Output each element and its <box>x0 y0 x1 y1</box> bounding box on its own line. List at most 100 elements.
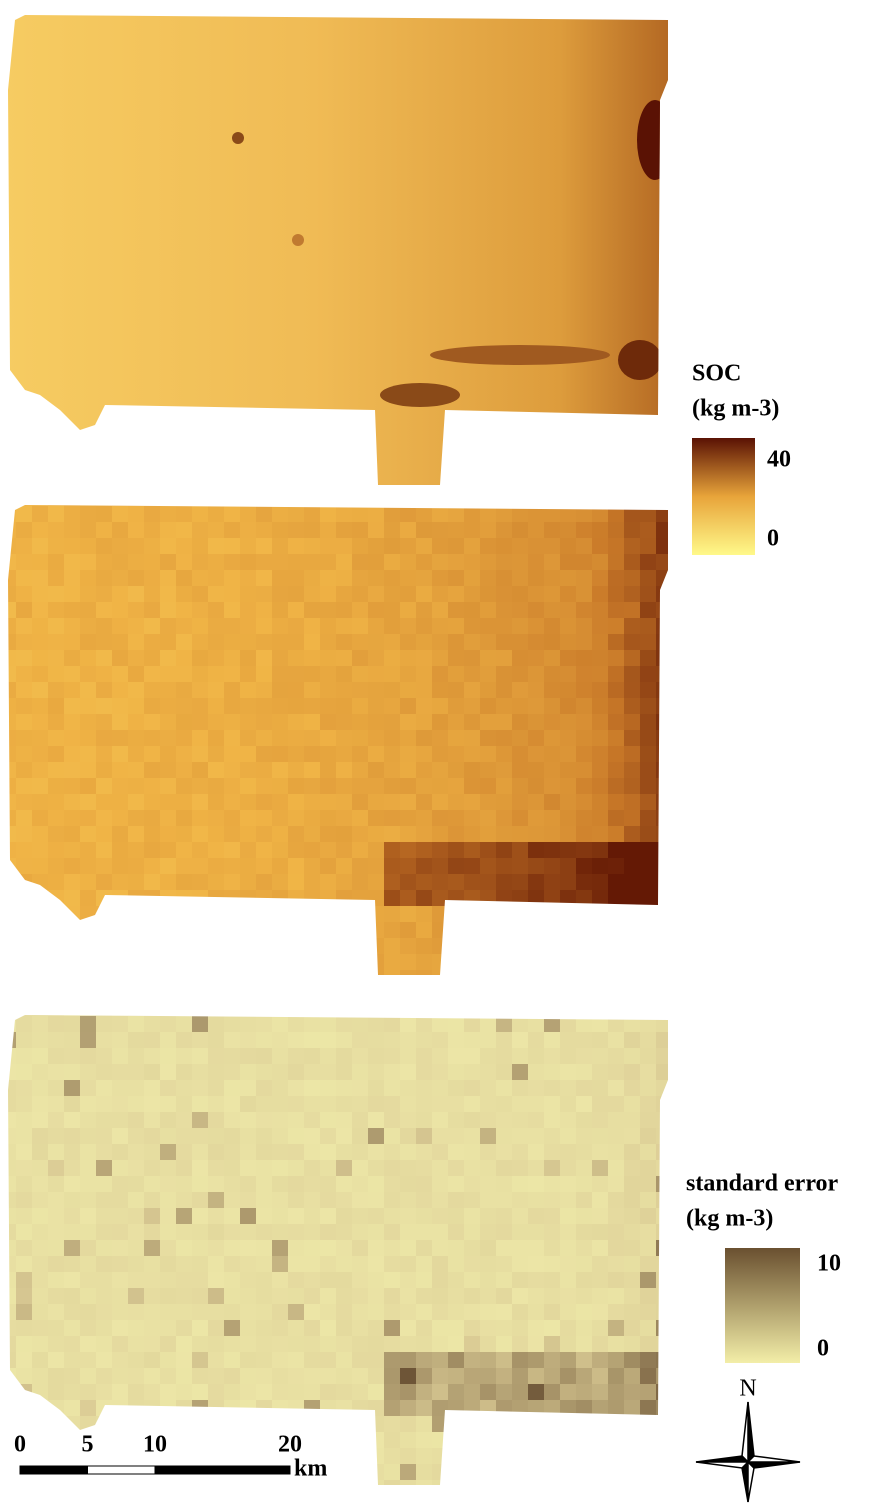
raster-cell <box>208 1064 224 1080</box>
raster-cell <box>192 698 208 714</box>
raster-cell <box>304 858 320 874</box>
raster-cell <box>128 954 144 970</box>
raster-cell <box>224 666 240 682</box>
raster-cell <box>592 826 608 842</box>
raster-cell <box>512 1080 528 1096</box>
raster-cell <box>432 794 448 810</box>
raster-cell <box>528 986 544 1002</box>
raster-cell <box>160 746 176 762</box>
legend-min: 0 <box>817 1336 829 1362</box>
raster-cell <box>256 1224 272 1240</box>
raster-cell <box>0 1272 16 1288</box>
raster-cell <box>672 1048 688 1064</box>
raster-cell <box>80 1384 96 1400</box>
raster-cell <box>608 1080 624 1096</box>
raster-cell <box>336 1096 352 1112</box>
raster-cell <box>416 858 432 874</box>
raster-cell <box>304 1480 320 1496</box>
raster-cell <box>592 1336 608 1352</box>
raster-cell <box>160 538 176 554</box>
raster-cell <box>544 1064 560 1080</box>
raster-cell <box>576 602 592 618</box>
raster-cell <box>352 1224 368 1240</box>
raster-cell <box>272 634 288 650</box>
raster-cell <box>400 1368 416 1384</box>
raster-cell <box>288 1224 304 1240</box>
raster-cell <box>128 634 144 650</box>
raster-cell <box>208 1240 224 1256</box>
raster-cell <box>432 746 448 762</box>
raster-cell <box>480 890 496 906</box>
raster-cell <box>416 1080 432 1096</box>
raster-cell <box>304 1368 320 1384</box>
raster-cell <box>640 1272 656 1288</box>
raster-cell <box>112 490 128 506</box>
raster-cell <box>80 554 96 570</box>
raster-cell <box>192 938 208 954</box>
raster-cell <box>0 682 16 698</box>
raster-cell <box>592 1144 608 1160</box>
raster-cell <box>240 698 256 714</box>
raster-cell <box>544 794 560 810</box>
raster-cell <box>464 1208 480 1224</box>
raster-cell <box>480 1048 496 1064</box>
raster-cell <box>592 1352 608 1368</box>
raster-cell <box>0 858 16 874</box>
raster-cell <box>608 714 624 730</box>
raster-cell <box>208 1272 224 1288</box>
raster-cell <box>448 1272 464 1288</box>
raster-cell <box>208 1336 224 1352</box>
raster-cell <box>0 650 16 666</box>
raster-cell <box>384 1448 400 1464</box>
raster-cell <box>464 1256 480 1272</box>
raster-cell <box>528 970 544 986</box>
raster-cell <box>400 554 416 570</box>
raster-cell <box>256 554 272 570</box>
raster-cell <box>48 938 64 954</box>
raster-cell <box>448 666 464 682</box>
raster-cell <box>240 794 256 810</box>
raster-cell <box>672 1432 688 1448</box>
raster-cell <box>464 1432 480 1448</box>
raster-cell <box>144 1320 160 1336</box>
raster-cell <box>96 986 112 1002</box>
raster-cell <box>544 490 560 506</box>
raster-cell <box>64 1048 80 1064</box>
raster-cell <box>496 650 512 666</box>
raster-cell <box>352 922 368 938</box>
raster-cell <box>112 1112 128 1128</box>
raster-cell <box>480 1272 496 1288</box>
raster-cell <box>192 1384 208 1400</box>
raster-cell <box>304 746 320 762</box>
raster-cell <box>176 682 192 698</box>
raster-cell <box>112 810 128 826</box>
raster-cell <box>672 634 688 650</box>
raster-cell <box>528 1128 544 1144</box>
raster-cell <box>336 1336 352 1352</box>
raster-cell <box>352 1032 368 1048</box>
raster-cell <box>432 538 448 554</box>
raster-cell <box>416 1096 432 1112</box>
raster-cell <box>416 1272 432 1288</box>
raster-cell <box>336 1480 352 1496</box>
raster-cell <box>96 1016 112 1032</box>
raster-cell <box>512 1128 528 1144</box>
raster-cell <box>160 1384 176 1400</box>
raster-cell <box>160 922 176 938</box>
raster-cell <box>384 698 400 714</box>
raster-cell <box>464 538 480 554</box>
raster-cell <box>272 602 288 618</box>
raster-cell <box>336 1160 352 1176</box>
raster-cell <box>496 1128 512 1144</box>
raster-cell <box>400 1176 416 1192</box>
raster-cell <box>288 826 304 842</box>
raster-cell <box>192 1496 208 1512</box>
raster-cell <box>400 1272 416 1288</box>
raster-cell <box>432 986 448 1002</box>
raster-cell <box>672 1144 688 1160</box>
raster-cell <box>256 650 272 666</box>
raster-cell <box>448 554 464 570</box>
raster-cell <box>0 1416 16 1432</box>
raster-cell <box>512 1272 528 1288</box>
raster-cell <box>512 922 528 938</box>
